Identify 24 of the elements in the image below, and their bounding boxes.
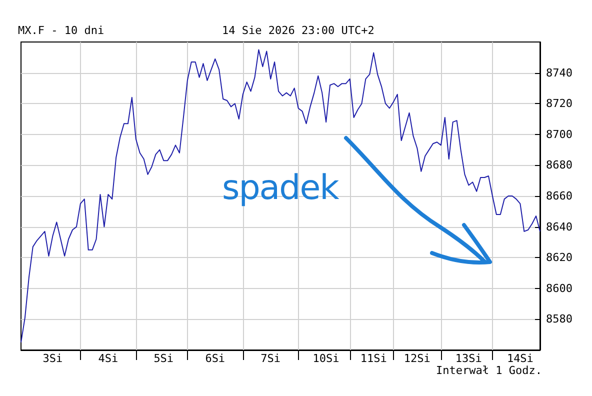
y-tick-label: 8700 [546, 128, 572, 141]
x-tick-label: 11Si [360, 352, 387, 365]
x-tick-label: 12Si [404, 352, 430, 365]
x-tick-label: 3Si [42, 352, 63, 365]
x-tick-label: 6Si [205, 352, 226, 365]
y-tick-label: 8620 [546, 251, 572, 264]
x-tick-label: 7Si [260, 352, 281, 365]
y-tick-label: 8600 [546, 282, 572, 295]
x-tick-label: 10Si [312, 352, 340, 365]
x-tick-label: 4Si [98, 352, 118, 365]
x-tick-label: 13Si [455, 352, 482, 365]
text: Interwał 1 Godz. [436, 364, 542, 377]
x-tick-label: 5Si [154, 352, 174, 365]
y-tick-label: 8580 [546, 312, 572, 326]
y-tick-label: 8640 [546, 220, 572, 234]
y-tick-label: 8660 [546, 190, 572, 202]
annotation: spadek [222, 168, 338, 208]
y-tick-label: 8680 [546, 158, 572, 172]
y-tick-label: 8740 [546, 66, 572, 80]
line-series [20, 49, 540, 343]
chart-title: MX.F - 10 dni [18, 24, 104, 37]
y-tick-label: 8720 [546, 97, 572, 110]
x-tick-label: 14Si [506, 352, 534, 365]
chart-subtitle: 14 Sie 2026 23:00 UTC+2 [222, 24, 374, 37]
